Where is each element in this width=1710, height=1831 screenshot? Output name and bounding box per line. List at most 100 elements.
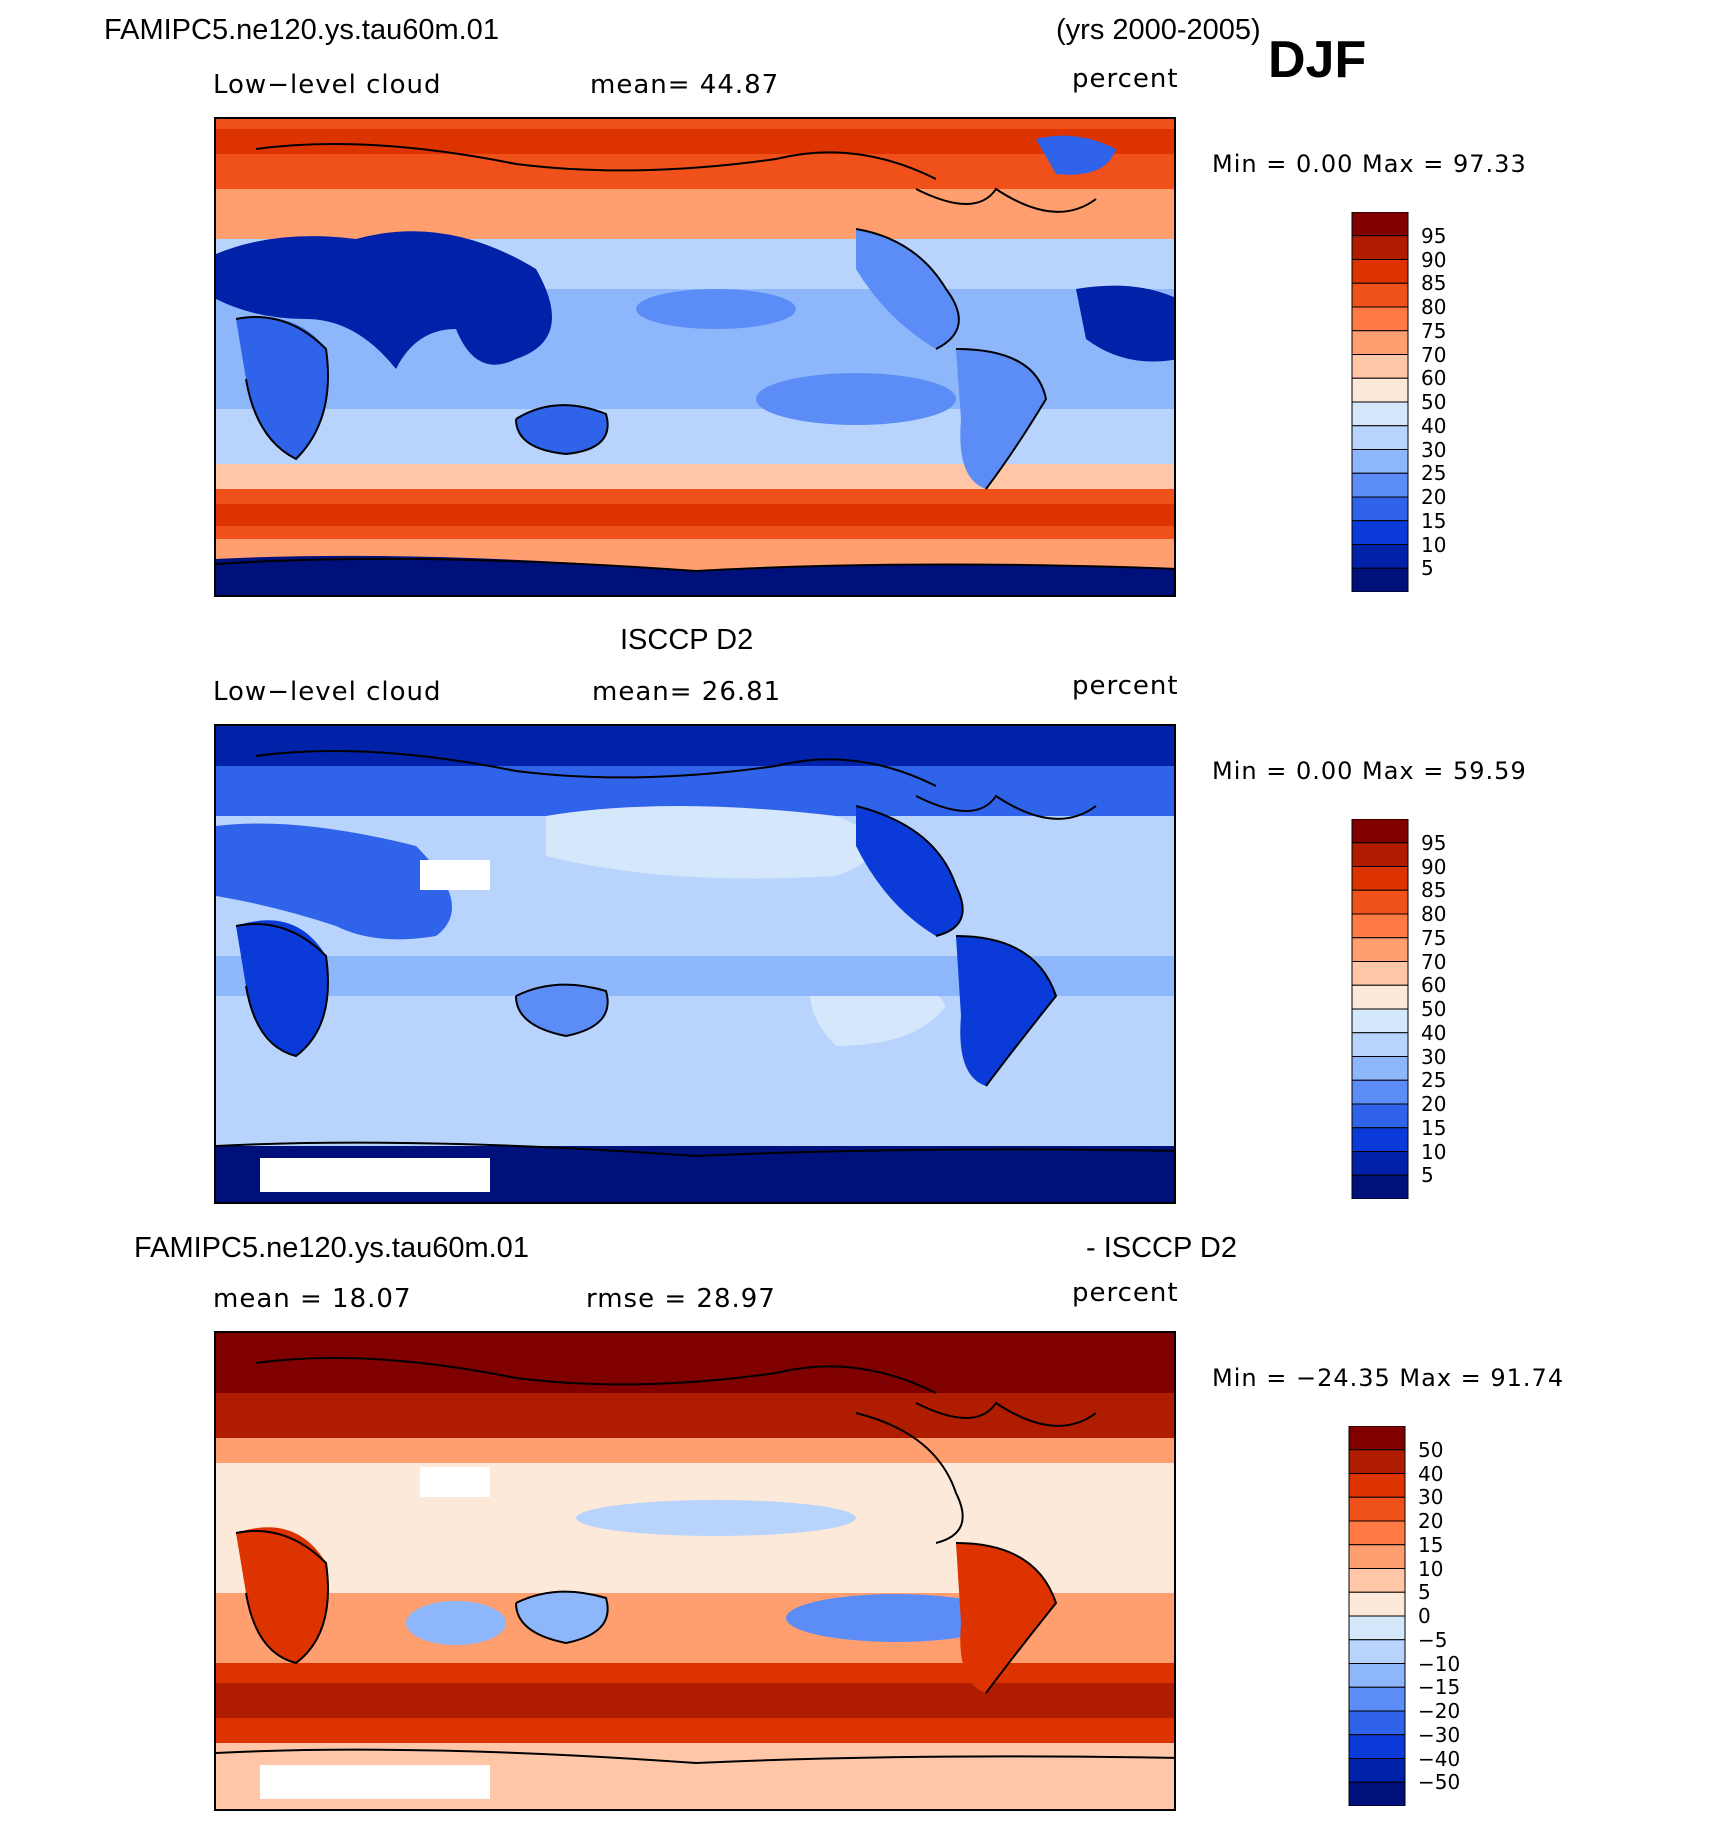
panel2-colorbar: 95 90 85 80 75 70 60 50 40 30 25 20 15 10 5 (1351, 819, 1446, 1199)
so-core (216, 1683, 1174, 1718)
colorbar-swatch (1348, 1758, 1406, 1783)
panel3-units: percent (1072, 1278, 1179, 1308)
tibet-mask (420, 860, 490, 890)
colorbar-swatch (1351, 425, 1409, 450)
colorbar-swatch (1351, 330, 1409, 355)
colorbar-swatch (1348, 1710, 1406, 1736)
colorbar-swatch (1351, 377, 1409, 403)
antarctic-mask (260, 1765, 490, 1799)
africa (236, 317, 328, 459)
south-america (956, 349, 1046, 489)
colorbar-tick-label: 80 (1421, 295, 1447, 319)
panel1-mean: mean= 44.87 (590, 70, 780, 100)
panel2-variable: Low−level cloud (213, 677, 442, 707)
so-core (216, 504, 1174, 526)
colorbar-swatch (1351, 544, 1409, 569)
panel1-units: percent (1072, 64, 1179, 94)
colorbar-swatch (1351, 401, 1409, 427)
colorbar-swatch (1348, 1639, 1406, 1664)
colorbar-swatch (1351, 1032, 1409, 1057)
colorbar-swatch (1351, 567, 1409, 592)
colorbar-swatch (1351, 449, 1409, 474)
pacific-neg (576, 1500, 856, 1536)
colorbar-tick-label: 50 (1421, 997, 1447, 1021)
panel3-title-left: FAMIPC5.ne120.ys.tau60m.01 (134, 1232, 529, 1264)
colorbar-swatch (1348, 1591, 1406, 1617)
north-america (856, 806, 963, 936)
colorbar-swatch (1348, 1568, 1406, 1593)
colorbar-tick-label: 5 (1421, 556, 1434, 581)
colorbar-tick-label: −40 (1418, 1746, 1461, 1771)
coastline-antarctica (216, 1141, 1174, 1158)
panel1-map-svg (216, 119, 1174, 595)
colorbar-tick-label: 95 (1421, 830, 1447, 855)
colorbar-swatch (1351, 819, 1409, 844)
coastline-antarctica (216, 1748, 1174, 1765)
colorbar-tick-label: −5 (1418, 1627, 1448, 1652)
colorbar-swatch (1348, 1496, 1406, 1522)
africa (236, 1527, 328, 1663)
coastline-africa (235, 923, 329, 1058)
panel2-colorbar-svg (1351, 819, 1409, 1199)
panel1-colorbar: 95 90 85 80 75 70 60 50 40 30 25 20 15 10 5 (1351, 212, 1446, 592)
panel2-title: ISCCP D2 (620, 624, 754, 656)
coastline-australia (515, 983, 609, 1038)
colorbar-swatch (1351, 354, 1409, 379)
colorbar-swatch (1348, 1473, 1406, 1498)
colorbar-tick-label: 75 (1421, 318, 1447, 343)
africa (236, 920, 328, 1056)
panel3-title-right: - ISCCP D2 (1086, 1232, 1237, 1264)
colorbar-tick-label: 5 (1418, 1580, 1431, 1605)
colorbar-tick-label: 80 (1421, 902, 1447, 926)
colorbar-swatch (1351, 1127, 1409, 1152)
australia (516, 984, 608, 1036)
arctic-core (216, 1333, 1174, 1393)
colorbar-tick-label: 60 (1421, 366, 1447, 391)
australia (516, 405, 608, 454)
north-america (856, 229, 959, 349)
atlantic-east (1076, 285, 1174, 362)
coastline-australia (515, 1590, 609, 1645)
panel1-minmax: Min = 0.00 Max = 97.33 (1212, 150, 1527, 178)
colorbar-tick-label: 90 (1421, 854, 1447, 879)
sub-tropic-low (756, 373, 956, 425)
colorbar-swatch (1351, 496, 1409, 522)
colorbar-tick-label: 0 (1418, 1604, 1431, 1628)
colorbar-swatch (1351, 306, 1409, 332)
colorbar-tick-label: −30 (1418, 1722, 1461, 1747)
colorbar-swatch (1351, 1174, 1409, 1199)
colorbar-swatch (1351, 842, 1409, 867)
colorbar-swatch (1351, 282, 1409, 308)
panel2-map (214, 724, 1176, 1204)
colorbar-tick-label: 85 (1421, 271, 1447, 296)
colorbar-tick-label: 75 (1421, 925, 1447, 950)
colorbar-swatch (1351, 937, 1409, 962)
colorbar-swatch (1351, 913, 1409, 939)
colorbar-swatch (1351, 520, 1409, 545)
colorbar-tick-label: 50 (1418, 1437, 1444, 1462)
panel3-rmse: rmse = 28.97 (586, 1284, 776, 1314)
colorbar-tick-label: 30 (1421, 437, 1447, 462)
case-title: FAMIPC5.ne120.ys.tau60m.01 (104, 14, 499, 46)
panel2-minmax: Min = 0.00 Max = 59.59 (1212, 757, 1527, 785)
colorbar-swatch (1348, 1734, 1406, 1759)
coastline-americas (855, 805, 1058, 1087)
panel1-variable: Low−level cloud (213, 70, 442, 100)
colorbar-tick-label: 20 (1421, 1092, 1447, 1116)
colorbar-tick-label: 20 (1418, 1509, 1444, 1533)
coastline-antarctica (216, 557, 1174, 573)
colorbar-tick-label: −50 (1418, 1770, 1461, 1795)
colorbar-tick-label: 40 (1418, 1461, 1444, 1486)
colorbar-swatch (1351, 1151, 1409, 1176)
colorbar-tick-label: 10 (1421, 532, 1447, 557)
colorbar-tick-label: 15 (1421, 508, 1447, 533)
colorbar-swatch (1351, 1056, 1409, 1081)
colorbar-swatch (1351, 472, 1409, 498)
panel3-colorbar-svg (1348, 1426, 1406, 1806)
colorbar-swatch (1351, 235, 1409, 260)
colorbar-swatch (1351, 1008, 1409, 1034)
south-america (956, 936, 1056, 1086)
coastline-australia (515, 404, 609, 456)
colorbar-tick-label: 15 (1418, 1532, 1444, 1557)
colorbar-tick-label: 95 (1421, 223, 1447, 248)
